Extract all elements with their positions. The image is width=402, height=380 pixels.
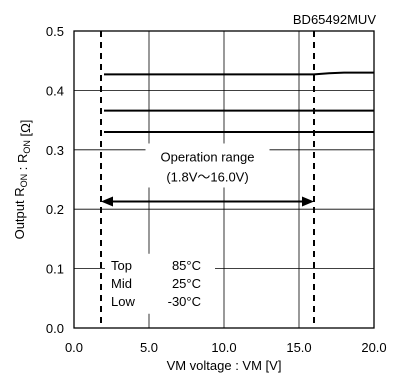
plot-frame [73, 30, 375, 329]
x-axis-label: VM voltage : VM [V] [167, 358, 282, 373]
y-tick-label: 0.3 [46, 143, 64, 158]
range-label-bg [145, 143, 270, 188]
legend-entry-label: Mid [111, 276, 132, 291]
y-tick-label: 0.0 [46, 321, 64, 336]
range-label-line2: (1.8V～16.0V) [166, 169, 248, 184]
legend: Top 85°C Mid 25°C Low -30°C [105, 253, 215, 314]
x-tick-label: 10.0 [211, 340, 236, 355]
x-tick-label: 20.0 [361, 340, 386, 355]
y-tick-label: 0.4 [46, 83, 64, 98]
legend-entry-label: Low [111, 294, 135, 309]
series-line [104, 71, 374, 76]
x-tick-label: 15.0 [286, 340, 311, 355]
range-label-line1: Operation range [161, 149, 255, 164]
x-tick-label: 0.0 [65, 340, 83, 355]
y-tick-label: 0.2 [46, 202, 64, 217]
chart-title: BD65492MUV [293, 12, 376, 27]
legend-entry-temp: 25°C [172, 276, 201, 291]
legend-entry-temp: 85°C [172, 258, 201, 273]
y-axis-label: Output RON : RON [Ω] [12, 120, 33, 240]
x-tick-label: 5.0 [140, 340, 158, 355]
series-group [104, 71, 374, 133]
y-tick-label: 0.5 [46, 24, 64, 39]
annotations: Operation range (1.8V～16.0V) [100, 31, 315, 328]
legend-bg [105, 253, 215, 314]
legend-entry-label: Top [111, 258, 132, 273]
y-tick-label: 0.1 [46, 262, 64, 277]
legend-entry-temp: -30°C [168, 294, 201, 309]
range-arrow-right [302, 196, 314, 207]
axes: 0.0 5.0 10.0 15.0 20.0 0.0 0.1 0.2 0.3 0.4 0.5 [46, 24, 387, 355]
range-arrow-left [101, 196, 113, 207]
